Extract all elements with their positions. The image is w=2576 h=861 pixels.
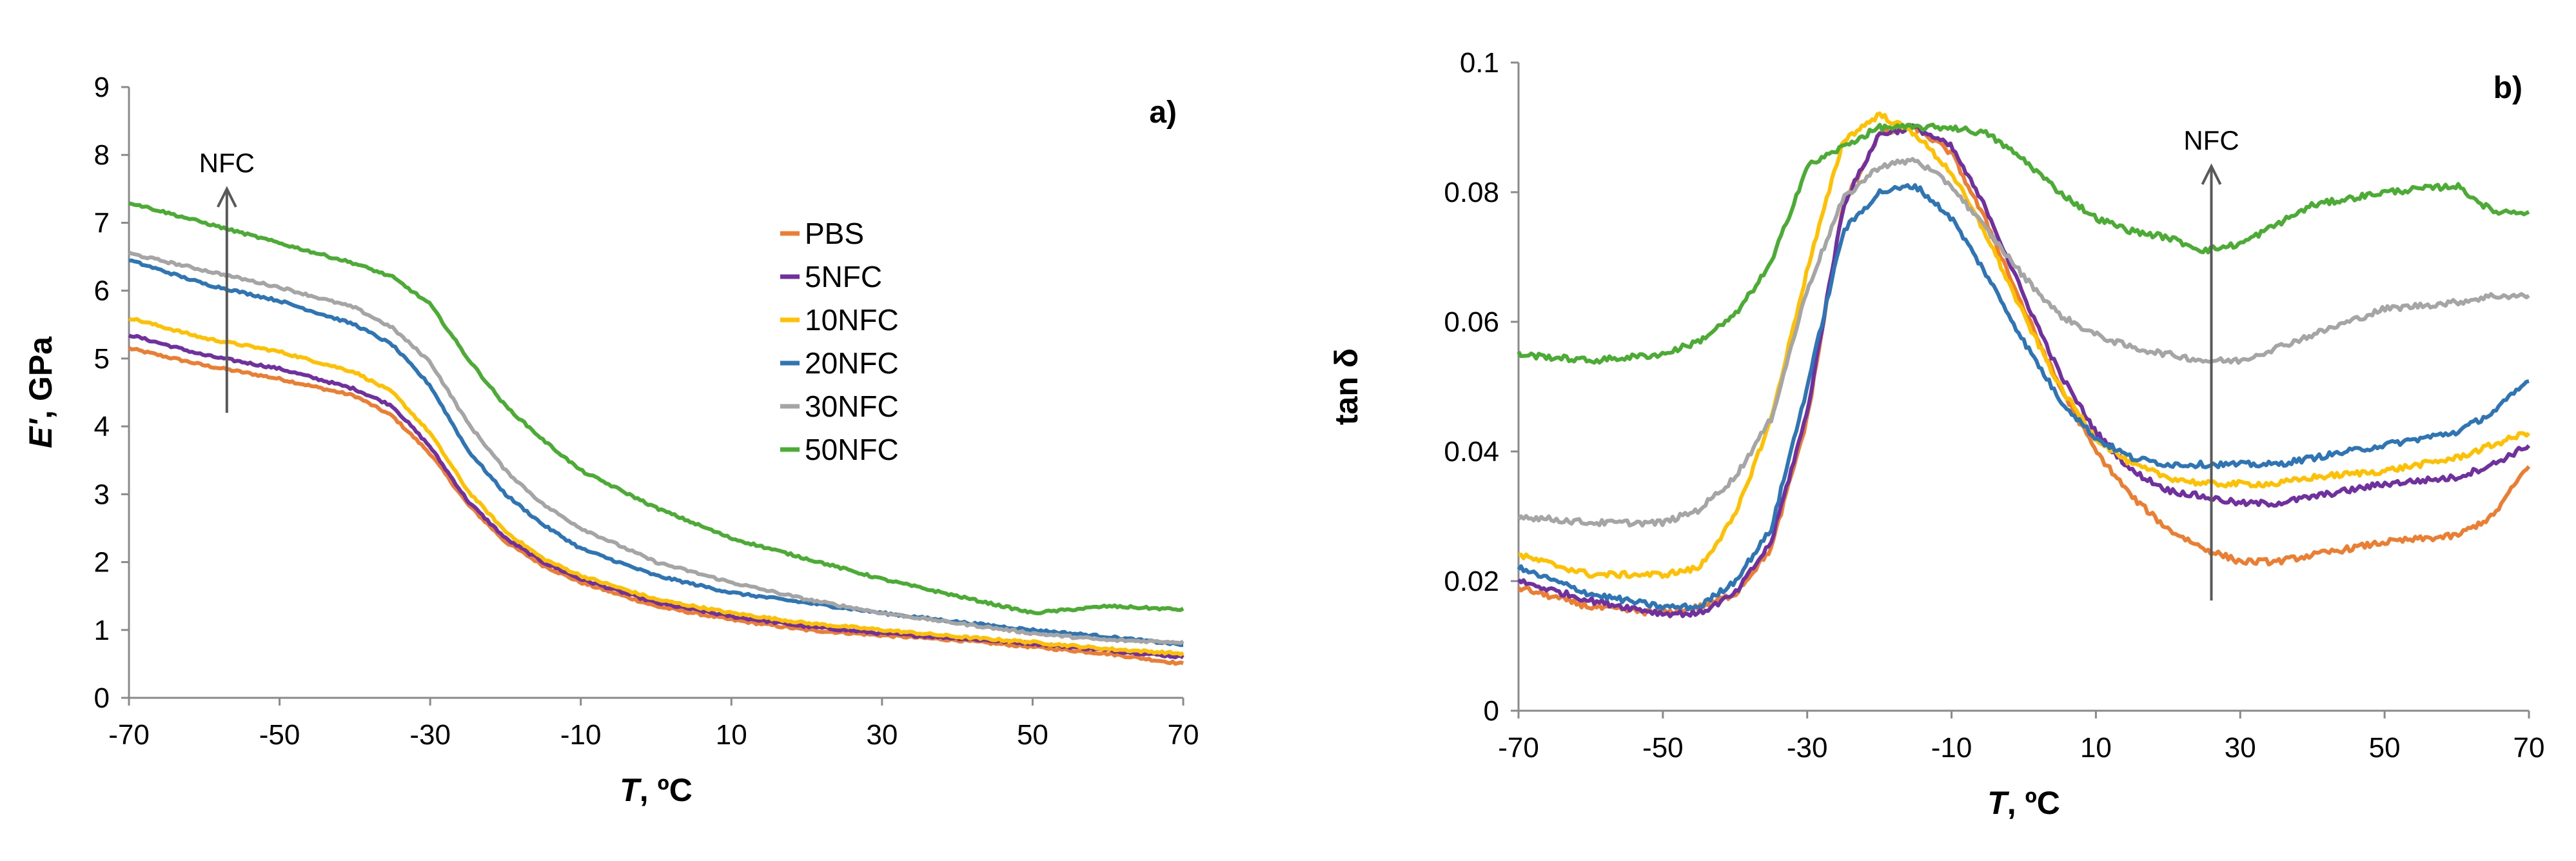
series-line-50nfc [1517,123,2530,365]
y-tick-label: 0.04 [1444,436,1499,468]
series-line-5nfc [1517,123,2531,619]
x-axis-label-unit: , ºC [640,772,693,808]
series-line-20nfc [1517,183,2530,612]
chart-a-storage-modulus: -70 -50 -30 -10 10 30 50 70 0 1 2 3 4 5 6 7 8 9 NFC a) T, ºC… [23,72,1199,808]
series-line-pbs [128,346,1184,666]
series-line-10nfc [128,317,1185,657]
series-line-20nfc [128,258,1184,648]
nfc-arrow-head-icon [217,186,237,208]
series-line-10nfc [1518,111,2531,579]
x-axis-label-unit: , ºC [2007,785,2060,821]
y-tick-label: 0.1 [1460,47,1499,79]
legend-label-10nfc: 10NFC [805,303,899,337]
panel-label: b) [2493,71,2522,105]
nfc-arrow-head-icon [2201,163,2222,185]
series-line-30nfc [1517,157,2530,528]
y-tick-label: 6 [94,275,110,307]
nfc-annotation-label: NFC [199,148,255,178]
x-tick-label: -10 [560,719,602,751]
legend-label-5nfc: 5NFC [805,260,882,293]
x-tick-label: 70 [2513,732,2545,764]
series-line-50nfc [128,201,1185,615]
y-tick-label: 9 [94,72,110,103]
y-tick-label: 3 [94,479,110,510]
series-line-pbs [1517,123,2531,617]
y-tick-label: 5 [94,343,110,375]
y-tick-label: 7 [94,207,110,239]
x-tick-label: -10 [1931,732,1972,764]
y-tick-label: 8 [94,139,110,171]
legend-label-30nfc: 30NFC [805,390,899,423]
legend-label-20nfc: 20NFC [805,346,899,380]
y-axis-label: tan δ [1328,348,1364,425]
x-tick-label: -50 [259,719,300,751]
legend-label-50nfc: 50NFC [805,433,899,466]
legend-label-pbs: PBS [805,217,864,250]
y-axis-label-symbol: E' [23,418,59,448]
y-axis-label-unit: , GPa [23,336,59,419]
x-tick-label: 30 [2225,732,2256,764]
x-tick-label: 50 [2369,732,2401,764]
x-tick-label: -50 [1642,732,1684,764]
y-tick-label: 0.08 [1444,177,1499,208]
y-tick-label: 0 [1484,695,1499,727]
x-tick-label: -30 [1787,732,1828,764]
legend: PBS 5NFC 10NFC 20NFC 30NFC 50NFC [780,217,899,466]
x-axis-label: T, ºC [1987,785,2060,821]
nfc-annotation-label: NFC [2183,125,2239,155]
x-tick-label: 70 [1168,719,1199,751]
x-axis-label-symbol: T [1987,785,2010,821]
x-axis-label: T, ºC [620,772,693,808]
y-tick-label: 0.02 [1444,566,1499,597]
x-tick-label: 10 [2080,732,2112,764]
chart-b-tan-delta: -70 -50 -30 -10 10 30 50 70 0 0.02 0.04 0.06 0.08 0.1… [1328,47,2544,821]
x-tick-label: -30 [409,719,451,751]
y-tick-label: 2 [94,547,110,579]
x-tick-label: -70 [1498,732,1539,764]
x-tick-label: 50 [1017,719,1048,751]
x-tick-label: 10 [716,719,747,751]
x-tick-label: -70 [108,719,150,751]
series-line-30nfc [128,250,1185,646]
y-axis-label: E', GPa [23,336,59,448]
y-tick-label: 0.06 [1444,306,1499,338]
panel-label: a) [1149,95,1177,130]
y-tick-label: 0 [94,682,110,714]
x-tick-label: 30 [866,719,898,751]
y-tick-label: 4 [94,411,110,442]
y-tick-label: 1 [94,615,110,646]
x-axis-label-symbol: T [620,772,642,808]
